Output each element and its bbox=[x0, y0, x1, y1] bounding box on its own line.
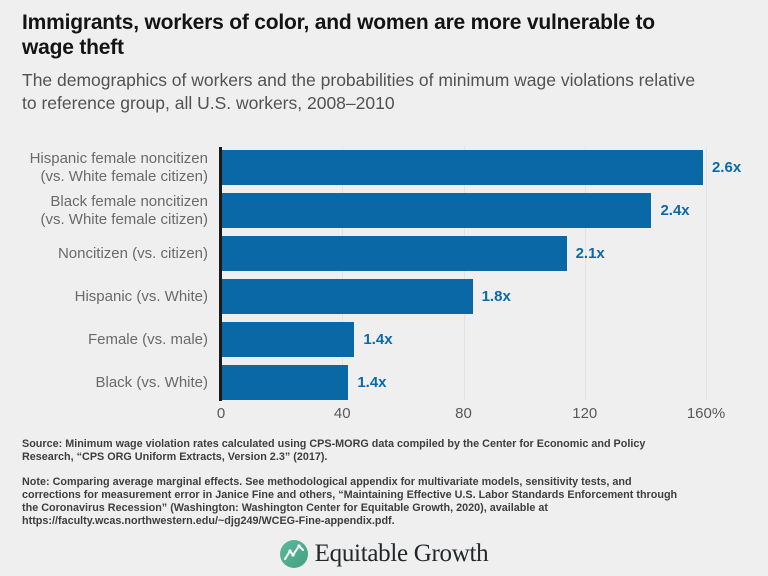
bar bbox=[221, 322, 355, 357]
category-label: Hispanic (vs. White) bbox=[74, 287, 208, 305]
category-label: Female (vs. male) bbox=[87, 330, 208, 348]
chart-title: Immigrants, workers of color, and women … bbox=[22, 11, 655, 59]
bar bbox=[221, 193, 652, 228]
x-tick-label: 80 bbox=[455, 405, 472, 422]
bar-value-label: 2.4x bbox=[660, 202, 690, 219]
y-axis-line bbox=[219, 147, 222, 401]
x-tick-label: 160% bbox=[686, 405, 726, 422]
bar-value-label: 2.1x bbox=[575, 245, 605, 262]
chart-subtitle: The demographics of workers and the prob… bbox=[22, 70, 696, 113]
logo-wordmark: Equitable Growth bbox=[314, 540, 489, 567]
gridline-120 bbox=[584, 147, 586, 400]
bar bbox=[221, 150, 703, 185]
x-tick-label: 0 bbox=[216, 405, 226, 422]
bar bbox=[221, 365, 349, 400]
bar bbox=[221, 236, 567, 271]
x-tick-label: 120 bbox=[572, 405, 598, 422]
category-label: Noncitizen (vs. citizen) bbox=[57, 244, 208, 262]
source-note: Source: Minimum wage violation rates cal… bbox=[22, 438, 646, 463]
bar-value-label: 1.4x bbox=[363, 331, 393, 348]
category-label: Hispanic female noncitizen (vs. White fe… bbox=[29, 149, 208, 185]
category-label: Black female noncitizen (vs. White femal… bbox=[40, 192, 208, 228]
bar bbox=[221, 279, 473, 314]
equitable-growth-logo: Equitable Growth bbox=[0, 540, 768, 568]
bar-value-label: 2.6x bbox=[711, 159, 742, 176]
x-tick-label: 40 bbox=[333, 405, 351, 422]
gridline-160 bbox=[706, 147, 707, 400]
methodology-note: Note: Comparing average marginal effects… bbox=[22, 476, 678, 527]
gridline-80 bbox=[463, 147, 465, 400]
gridline-40 bbox=[342, 147, 344, 400]
line-chart-circle-icon bbox=[279, 540, 308, 568]
category-label: Black (vs. White) bbox=[95, 373, 208, 391]
bar-value-label: 1.4x bbox=[357, 374, 387, 391]
bar-value-label: 1.8x bbox=[481, 288, 511, 305]
